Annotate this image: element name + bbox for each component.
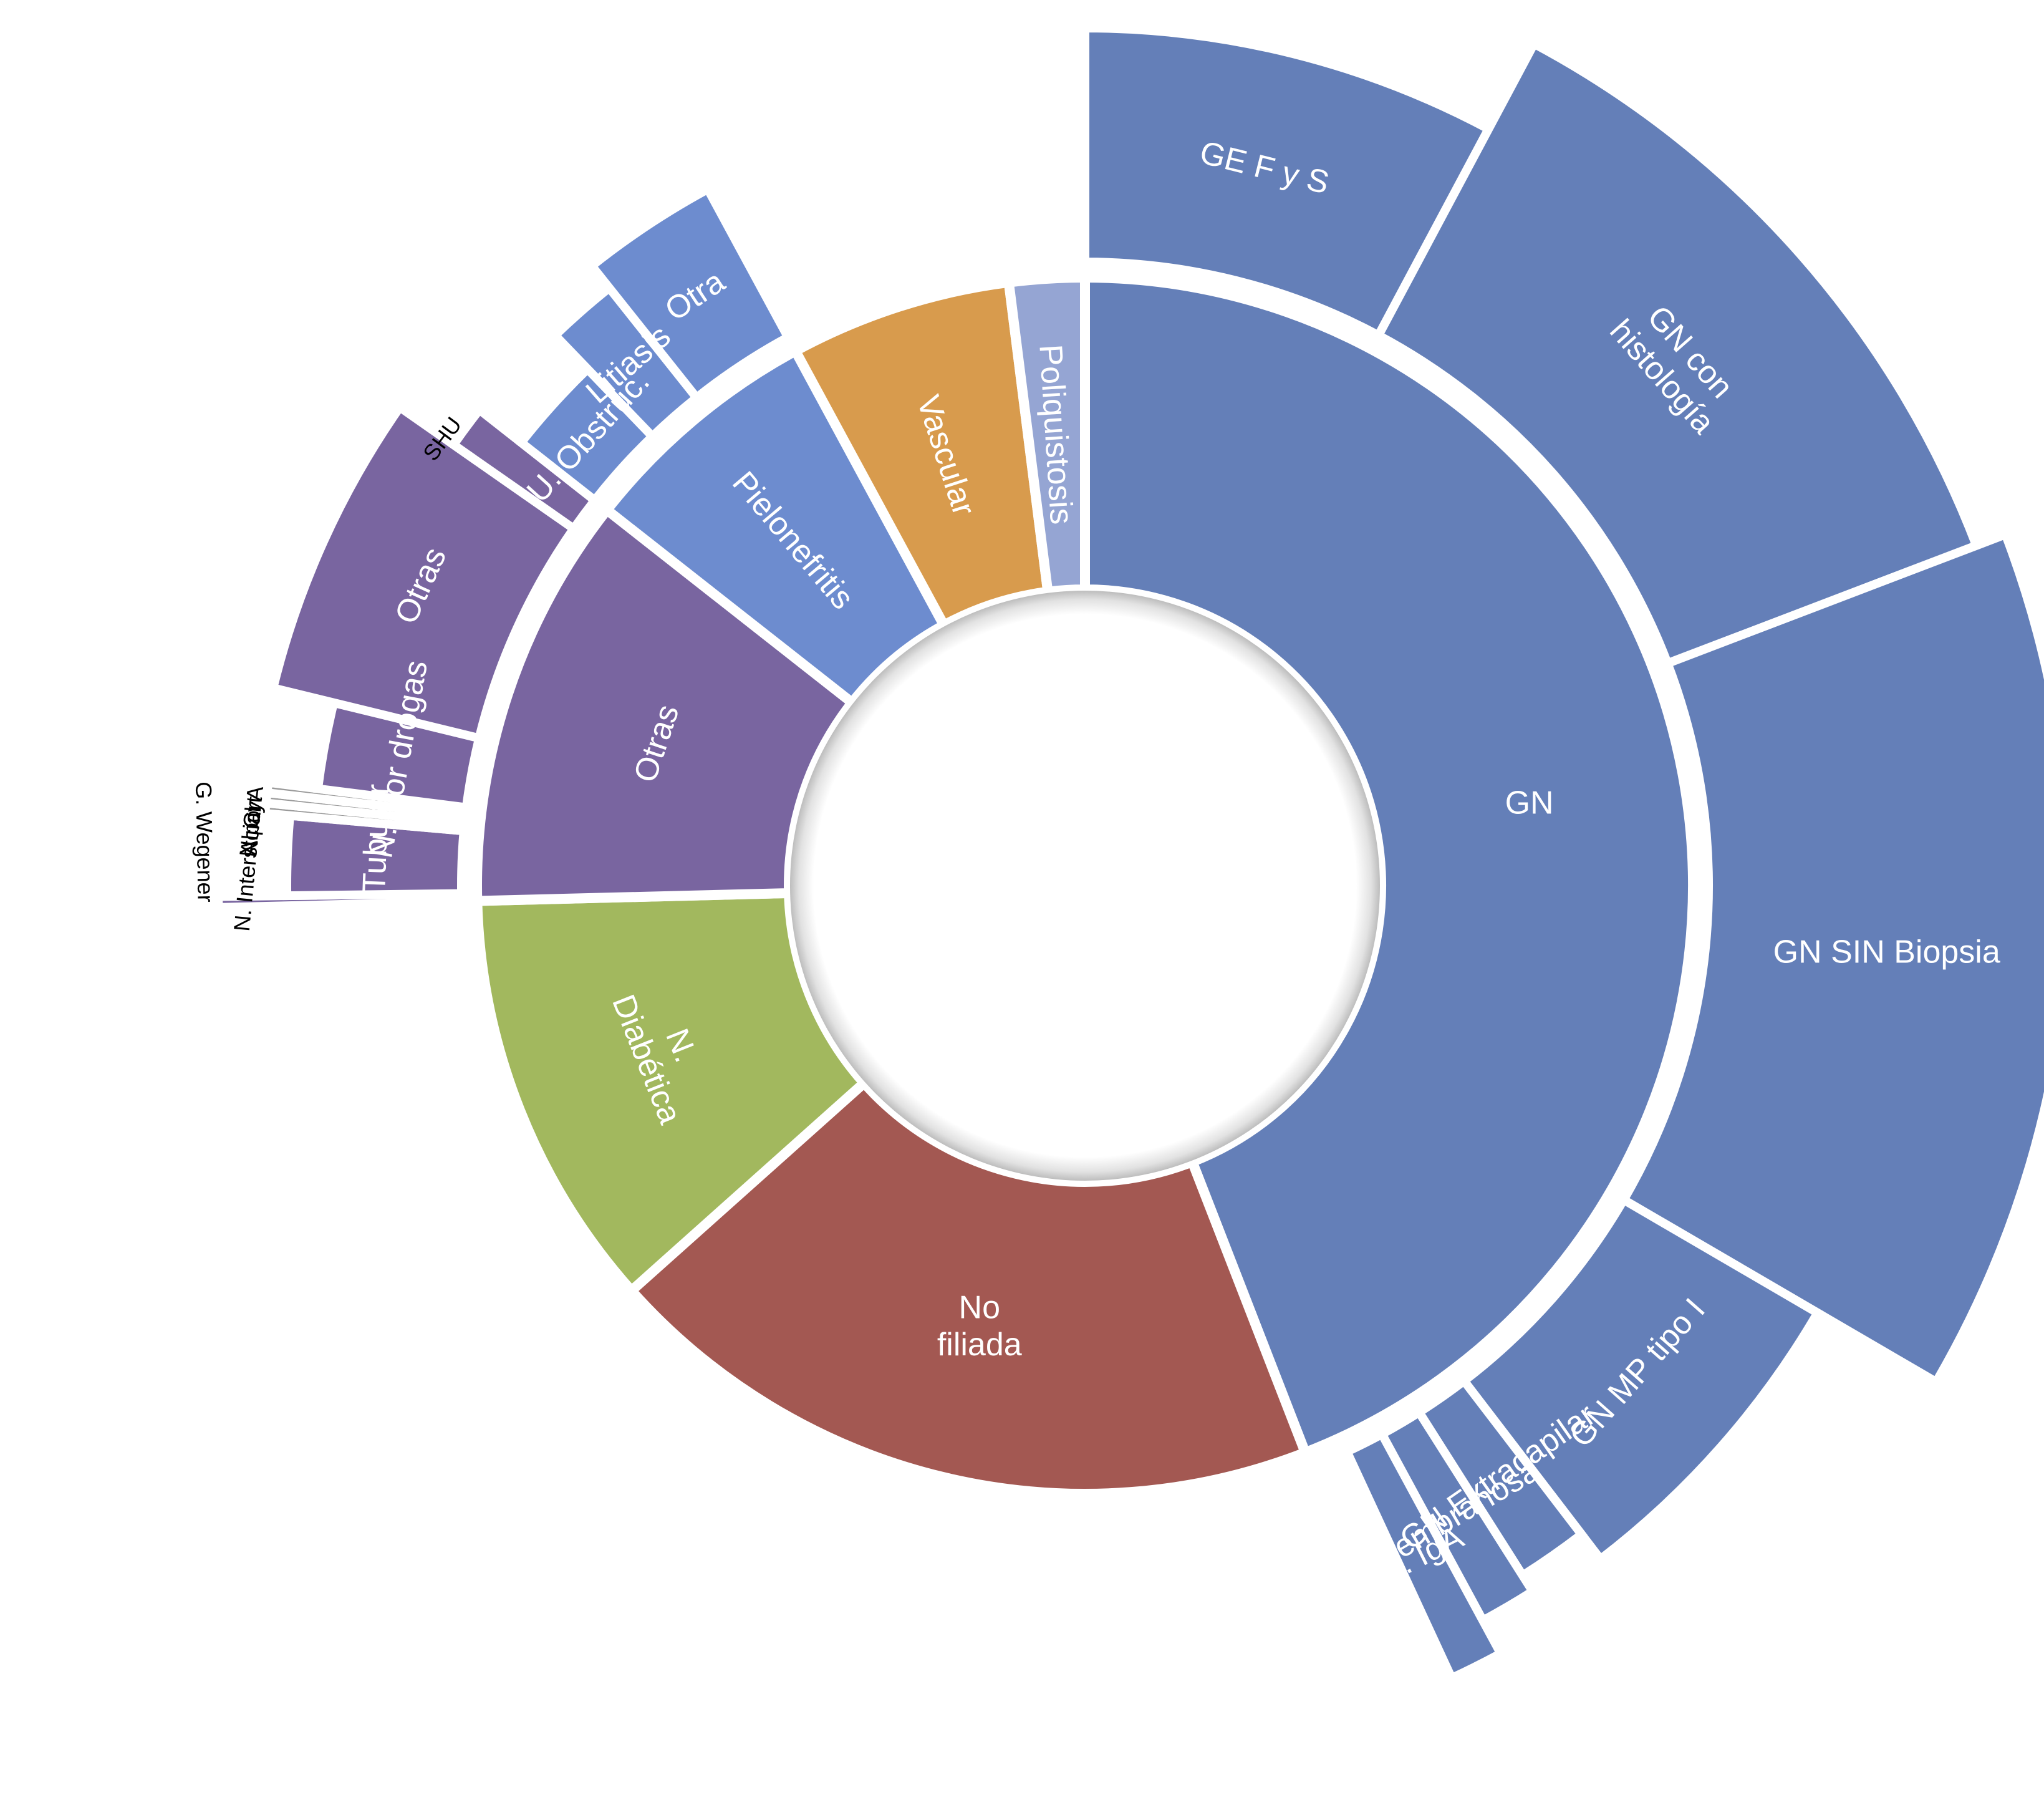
- inner-segment-poliquistosis: [1003, 272, 1090, 598]
- outer-label-alport: Alport: [235, 795, 267, 856]
- outer-segment-gn-mp-tipo-i: [1458, 1194, 1824, 1566]
- inner-segment-pielonefritis: [600, 344, 951, 710]
- center-hole: [790, 591, 1380, 1181]
- outer-segment-gn-con-histologia: [1372, 37, 1982, 669]
- inner-segment-otras: [472, 503, 859, 906]
- outer-segment-otra: [586, 183, 794, 404]
- outer-label-g-wegener: G. Wegener: [191, 782, 219, 903]
- inner-label-gn: GN: [1505, 785, 1554, 821]
- outer-label-n-cya: N. CyA: [234, 785, 268, 858]
- inner-segment-no-filiada: [624, 1076, 1312, 1499]
- outer-label-gn-sin-biopsia: GN SIN Biopsia: [1773, 934, 2000, 970]
- outer-segment-gn-sin-biopsia: [1617, 528, 2044, 1388]
- inner-segment-n-diabetica: [472, 888, 871, 1298]
- inner-label-no-filiada: No filiada: [937, 1289, 1022, 1363]
- outer-segment-n-iga: [1341, 1428, 1507, 1684]
- inner-segment-gn: [1080, 272, 1699, 1459]
- chart-rings: [214, 23, 2044, 1684]
- outer-segment-otras: [268, 401, 580, 743]
- outer-label-n-tubular: N. Tubular: [355, 783, 397, 934]
